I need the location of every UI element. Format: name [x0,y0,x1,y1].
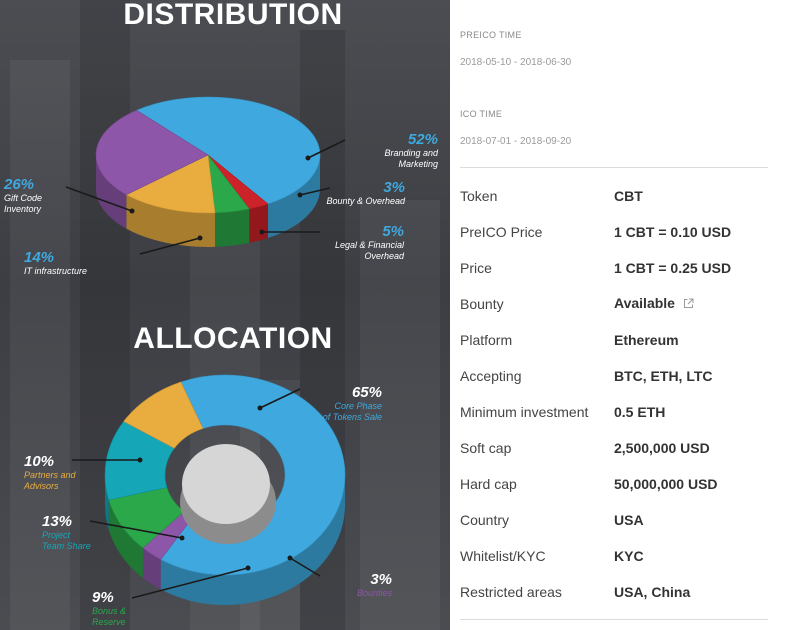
svg-text:Reserve: Reserve [92,617,126,627]
detail-row-platform: Platform Ethereum [460,322,768,358]
detail-row-accepting: Accepting BTC, ETH, LTC [460,358,768,394]
label-bonus-reserve: 9%Bonus &Reserve [92,565,251,627]
slice-branding-and-marketing [135,96,321,205]
detail-value: 1 CBT = 0.10 USD [614,224,732,240]
slice-side-branding-and-marketing [268,155,320,238]
external-link-icon[interactable] [683,298,694,309]
detail-label: PreICO Price [460,224,543,240]
svg-text:Partners and: Partners and [24,470,77,480]
slice-side-bounties [142,547,161,590]
slice-gift-code-inventory [95,109,209,196]
svg-text:65%: 65% [352,384,382,401]
detail-value: 0.5 ETH [614,404,666,420]
preico-time-value: 2018-05-10 - 2018-06-30 [460,57,572,68]
label-bounty-overhead: 3%Bounty & Overhead [297,179,406,206]
divider [460,167,768,168]
detail-row-bounty: Bounty Available [460,286,768,322]
divider [460,619,768,620]
detail-label: Token [460,188,498,204]
slice-side-bounty-overhead [249,203,269,243]
detail-value: Available [614,295,675,311]
svg-text:Inventory: Inventory [4,204,42,214]
svg-text:Team Share: Team Share [42,541,91,551]
svg-text:Marketing: Marketing [398,159,438,169]
svg-text:52%: 52% [408,131,438,148]
detail-value: 50,000,000 USD [614,476,718,492]
svg-text:Gift Code: Gift Code [4,193,42,203]
ico-time-value: 2018-07-01 - 2018-09-20 [460,136,572,147]
label-it-infrastructure: 14%IT infrastructure [24,235,203,276]
preico-time-label: PREICO TIME [460,30,522,40]
detail-value: 2,500,000 USD [614,440,710,456]
svg-text:Overhead: Overhead [364,251,405,261]
detail-value: 1 CBT = 0.25 USD [614,260,732,276]
svg-text:Project: Project [42,530,71,540]
slice-side-it-infrastructure [126,194,216,247]
token-infographic: DISTRIBUTION ALLOCATION 52% Branding and M… [0,0,450,630]
distribution-title: DISTRIBUTION [123,0,343,31]
svg-text:5%: 5% [382,223,404,240]
detail-label: Country [460,512,510,528]
detail-row-token: Token CBT [460,178,768,214]
allocation-title: ALLOCATION [133,322,333,355]
detail-label: Soft cap [460,440,512,456]
detail-label: Hard cap [460,476,517,492]
svg-text:14%: 14% [24,249,54,266]
slice-side-legal-financial-overhead [215,208,250,247]
detail-row-whitelist-kyc: Whitelist/KYC KYC [460,538,768,574]
svg-text:9%: 9% [92,589,114,606]
detail-label: Platform [460,332,513,348]
svg-text:13%: 13% [42,513,72,530]
svg-text:Branding and: Branding and [384,148,439,158]
svg-text:3%: 3% [370,571,392,588]
svg-text:3%: 3% [383,179,405,196]
svg-text:IT infrastructure: IT infrastructure [24,266,87,276]
slice-partners-and-advisors [123,381,204,449]
detail-label: Bounty [460,296,504,312]
detail-value: USA, China [614,584,691,600]
detail-value: USA [614,512,644,528]
center-hub-top [182,444,270,524]
detail-label: Accepting [460,368,522,384]
detail-label: Minimum investment [460,404,589,420]
svg-text:10%: 10% [24,453,54,470]
detail-label: Whitelist/KYC [460,548,546,564]
detail-label: Price [460,260,492,276]
detail-row-price: Price 1 CBT = 0.25 USD [460,250,768,286]
detail-row-country: Country USA [460,502,768,538]
svg-text:26%: 26% [3,176,34,193]
detail-row-minimum-investment: Minimum investment 0.5 ETH [460,394,768,430]
slice-side-gift-code-inventory [96,155,127,229]
detail-row-preico-price: PreICO Price 1 CBT = 0.10 USD [460,214,768,250]
bounty-link[interactable]: Available [614,295,694,313]
detail-row-hard-cap: Hard cap 50,000,000 USD [460,466,768,502]
ico-time-label: ICO TIME [460,109,503,119]
svg-text:Bounty & Overhead: Bounty & Overhead [326,196,406,206]
detail-value: KYC [614,548,644,564]
slice-it-infrastructure [125,154,216,214]
detail-value: BTC, ETH, LTC [614,368,713,384]
detail-row-restricted-areas: Restricted areas USA, China [460,574,768,610]
svg-text:Advisors: Advisors [23,481,59,491]
svg-text:of Tokens Sale: of Tokens Sale [323,412,382,422]
detail-value: CBT [614,188,643,204]
detail-value: Ethereum [614,332,679,348]
svg-text:Bonus &: Bonus & [92,606,126,616]
detail-label: Restricted areas [460,584,562,600]
svg-text:Bounties: Bounties [357,588,393,598]
slice-side-core-phase-of-tokens-sale [160,475,345,605]
svg-text:Legal & Financial: Legal & Financial [335,240,405,250]
label-bounties: 3%Bounties [287,555,393,598]
detail-row-soft-cap: Soft cap 2,500,000 USD [460,430,768,466]
ico-details-panel: PREICO TIME 2018-05-10 - 2018-06-30 ICO … [450,0,800,630]
svg-text:Core Phase: Core Phase [334,401,382,411]
